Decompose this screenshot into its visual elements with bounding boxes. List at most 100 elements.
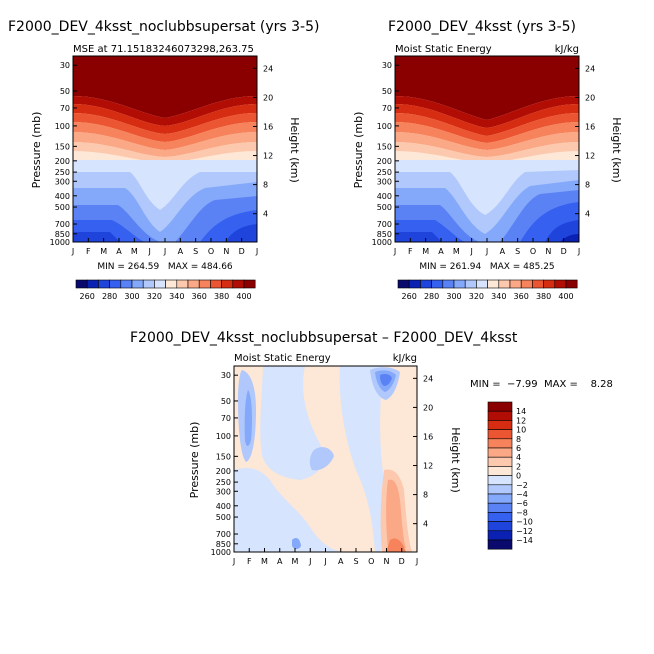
colorbar-label: −8 [516,508,528,517]
height-tick-label: 8 [585,181,590,190]
pressure-tick-label: 70 [60,104,70,113]
height-tick-label: 12 [423,462,433,471]
colorbar-label: 14 [516,407,526,416]
colorbar-swatch [509,279,522,289]
height-tick-label: 16 [423,432,433,441]
colorbar-label: 260 [402,292,417,301]
x-tick-label: A [178,247,184,256]
colorbar-swatch [408,279,421,289]
band [292,538,301,549]
pressure-tick-label: 100 [216,432,231,441]
height-tick-label: 16 [263,122,273,131]
band [309,447,334,471]
colorbar-label: 10 [516,426,526,435]
height-tick-label: 24 [423,374,433,383]
colorbar-swatch [487,530,513,541]
colorbar-label: 380 [536,292,551,301]
height-tick-label: 4 [263,210,268,219]
panel3-y2label: Height (km) [449,427,462,493]
colorbar-swatch [476,279,488,289]
band [395,232,442,242]
panel1-stats: MIN = 264.59 MAX = 484.66 [97,262,233,272]
pressure-tick-label: 70 [382,104,392,113]
band [73,56,257,88]
colorbar-swatch [532,279,544,289]
colorbar-swatch [565,279,578,289]
panel2-contour-field [395,56,579,242]
pressure-tick-label: 50 [60,87,70,96]
colorbar-swatch [498,279,511,289]
x-tick-label: O [530,247,536,256]
colorbar-swatch [221,279,234,289]
colorbar-swatch [464,279,477,289]
band [73,104,257,134]
x-tick-label: J [415,557,418,566]
colorbar-swatch [154,279,166,289]
x-tick-label: A [338,557,344,566]
band [395,56,579,88]
panel1-contour-field [73,56,257,242]
x-tick-label: A [438,247,444,256]
x-tick-label: N [545,247,551,256]
x-tick-label: A [500,247,506,256]
height-tick-label: 20 [423,403,433,412]
x-tick-label: A [277,557,283,566]
panel2-stats: MIN = 261.94 MAX = 485.25 [419,262,554,272]
x-tick-label: M [292,557,299,566]
height-tick-label: 24 [585,64,595,73]
panel3-ylabel: Pressure (mb) [188,422,201,499]
colorbar-swatch [142,279,155,289]
colorbar-label: 280 [102,292,117,301]
x-tick-label: J [323,557,326,566]
pressure-tick-label: 200 [55,157,70,166]
colorbar-swatch [487,512,513,522]
band [395,88,579,120]
colorbar-swatch [554,279,567,289]
panel2-y2label: Height (km) [610,117,623,183]
pressure-tick-label: 30 [221,371,231,380]
panel1-colorbar: 260 280 300 320 340 360 380 400 [75,279,256,301]
pressure-tick-label: 30 [382,61,392,70]
pressure-tick-label: 500 [377,203,392,212]
colorbar-label: 0 [516,472,521,481]
colorbar-swatch [487,484,513,495]
panel1-y2label: Height (km) [288,117,301,183]
colorbar-swatch [86,279,99,289]
colorbar-swatch [487,539,513,550]
colorbar-swatch [232,279,245,289]
pressure-tick-label: 400 [216,502,231,511]
colorbar-swatch [442,279,455,289]
panel-difference: F2000_DEV_4ksst_noclubbsupersat – F2000_… [130,330,613,566]
x-tick-label: F [86,247,91,256]
height-tick-label: 20 [263,93,273,102]
colorbar-label: 400 [558,292,573,301]
x-tick-label: J [308,557,311,566]
colorbar-label: −4 [516,490,528,499]
band [73,122,257,150]
height-tick-label: 16 [585,122,595,131]
pressure-tick-label: 250 [216,478,231,487]
x-tick-label: F [408,247,413,256]
colorbar-label: −10 [516,518,533,527]
panel2-ylabel: Pressure (mb) [352,112,365,189]
band [395,96,579,128]
x-tick-label: O [208,247,214,256]
pressure-tick-label: 850 [377,230,392,239]
panel-noclubbsupersat: F2000_DEV_4ksst_noclubbsupersat (yrs 3-5… [8,19,319,301]
colorbar-label: 380 [214,292,229,301]
colorbar-swatch [420,279,432,289]
pressure-tick-label: 400 [55,192,70,201]
pressure-tick-label: 300 [216,487,231,496]
colorbar-label: 360 [514,292,529,301]
panel1-ylabel: Pressure (mb) [30,112,43,189]
panel3-subtitle-left: Moist Static Energy [234,353,331,364]
panel2-subtitle-left: Moist Static Energy [395,44,492,55]
band [73,88,257,118]
pressure-tick-label: 100 [377,122,392,131]
band [73,142,257,163]
panel2-colorbar: 260 280 300 320 340 360 380 400 [397,279,578,301]
colorbar-swatch [120,279,133,289]
x-tick-label: D [561,247,567,256]
colorbar-swatch [520,279,533,289]
colorbar-swatch [487,502,513,513]
